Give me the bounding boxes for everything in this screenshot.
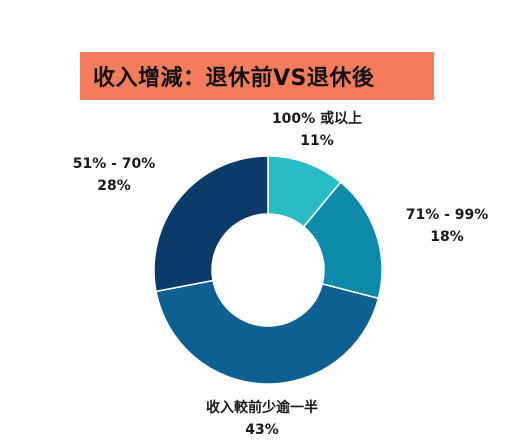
slice-percent-label: 43% [245, 422, 279, 438]
slice-label-71-99: 71% - 99% 18% [406, 204, 489, 248]
slice-category-label: 100% 或以上 [271, 111, 363, 127]
slice-percent-label: 18% [430, 229, 464, 245]
slice-less-than-half [155, 279, 380, 385]
slice-51-70 [153, 155, 269, 293]
slice-category-label: 收入較前少逾一半 [206, 400, 318, 416]
slice-category-label: 51% - 70% [72, 156, 156, 172]
slice-percent-label: 28% [97, 178, 131, 194]
slice-category-label: 71% - 99% [405, 207, 489, 223]
slice-percent-label: 11% [300, 133, 334, 149]
slice-label-100-plus: 100% 或以上 11% [272, 108, 362, 152]
chart-title: 收入增減：退休前VS退休後 [93, 66, 375, 91]
slice-label-less-than-half: 收入較前少逾一半 43% [206, 397, 318, 441]
slice-label-51-70: 51% - 70% 28% [73, 153, 156, 197]
chart-title-banner: 收入增減：退休前VS退休後 [80, 52, 434, 100]
